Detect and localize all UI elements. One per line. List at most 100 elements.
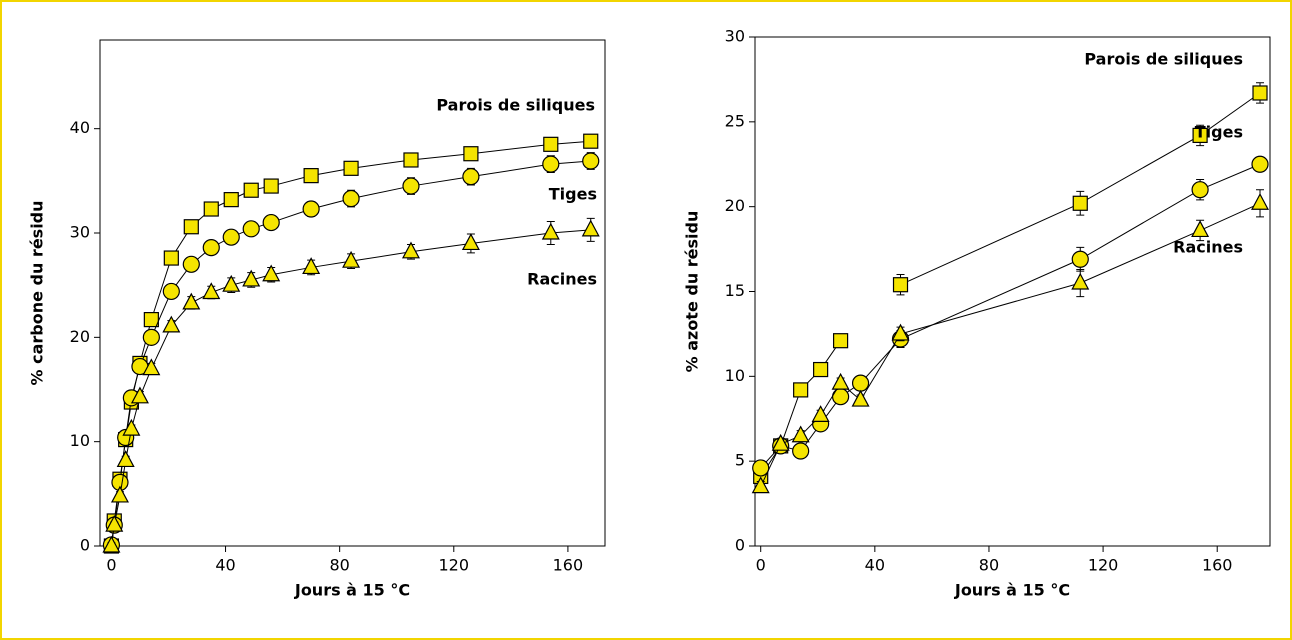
y-tick-label: 30 [70, 223, 90, 242]
marker-square [543, 136, 559, 152]
y-tick-label: 0 [735, 536, 745, 555]
marker-triangle [1191, 220, 1210, 238]
plot-frame [99, 39, 606, 547]
marker-square [1192, 127, 1208, 144]
y-tick-label: 5 [735, 451, 745, 470]
marker-circle [262, 213, 280, 232]
marker-circle [792, 442, 810, 460]
marker-triangle [851, 389, 870, 407]
marker-square [163, 250, 179, 266]
marker-circle [222, 228, 240, 246]
marker-square [463, 146, 479, 162]
legend-label: Tiges [1195, 123, 1243, 142]
marker-triangle [102, 535, 121, 553]
marker-circle [162, 282, 180, 301]
marker-square [343, 160, 359, 176]
marker-square [183, 219, 199, 235]
marker-triangle [110, 485, 129, 503]
marker-triangle [831, 372, 850, 390]
x-tick-label: 40 [215, 556, 235, 575]
y-tick-label: 20 [725, 196, 745, 215]
marker-circle [752, 459, 770, 477]
marker-triangle [242, 269, 261, 287]
marker-triangle [262, 264, 281, 282]
marker-triangle [401, 241, 420, 259]
marker-square [223, 192, 239, 208]
marker-triangle [182, 292, 201, 310]
marker-triangle [581, 219, 600, 237]
marker-circle [202, 239, 220, 257]
y-tick-label: 10 [70, 431, 90, 450]
legend-label: Parois de siliques [1084, 50, 1243, 69]
legend-label: Racines [527, 270, 597, 289]
legend-label: Parois de siliques [436, 96, 595, 115]
marker-triangle [162, 315, 181, 333]
marker-circle [1191, 181, 1209, 199]
marker-square [832, 333, 849, 349]
marker-triangle [791, 425, 810, 443]
x-tick-label: 120 [439, 556, 470, 575]
x-tick-label: 40 [865, 556, 885, 575]
marker-triangle [771, 433, 790, 451]
legend-label: Racines [1173, 238, 1243, 257]
x-tick-label: 120 [1088, 556, 1119, 575]
x-tick-label: 0 [106, 556, 116, 575]
marker-triangle [130, 386, 149, 404]
marker-square [263, 178, 279, 194]
marker-square [303, 168, 319, 184]
x-axis-title: Jours à 15 °C [954, 581, 1070, 600]
marker-square [1252, 85, 1268, 101]
marker-circle [1251, 155, 1269, 173]
marker-triangle [461, 233, 480, 251]
marker-square [1072, 195, 1088, 211]
marker-triangle [142, 358, 161, 376]
marker-triangle [751, 476, 770, 494]
marker-square [143, 312, 159, 328]
marker-circle [1071, 250, 1089, 268]
marker-triangle [116, 450, 135, 468]
x-tick-label: 0 [756, 556, 766, 575]
marker-circle [542, 155, 560, 173]
x-axis-title: Jours à 15 °C [294, 581, 410, 600]
marker-square [403, 152, 419, 168]
marker-circle [831, 388, 850, 406]
marker-circle [462, 168, 480, 186]
marker-square [813, 361, 829, 378]
y-axis-title: % carbone du résidu [28, 200, 47, 385]
marker-circle [402, 177, 420, 195]
marker-square [203, 201, 219, 217]
marker-triangle [1251, 192, 1270, 210]
marker-triangle [811, 405, 830, 422]
y-tick-label: 20 [70, 327, 90, 346]
marker-triangle [342, 250, 361, 268]
marker-square [583, 133, 599, 149]
y-tick-label: 10 [725, 366, 745, 385]
legend-label: Tiges [549, 185, 597, 204]
marker-triangle [302, 257, 321, 275]
x-tick-label: 80 [329, 556, 349, 575]
marker-triangle [105, 514, 124, 532]
marker-triangle [202, 282, 221, 300]
marker-triangle [541, 222, 560, 240]
x-tick-label: 80 [979, 556, 999, 575]
marker-square [892, 277, 909, 293]
marker-circle [182, 255, 200, 273]
y-tick-label: 0 [80, 536, 90, 555]
marker-circle [242, 220, 260, 238]
y-axis-title: % azote du résidu [683, 211, 702, 373]
marker-triangle [1071, 272, 1090, 290]
marker-circle [342, 189, 360, 208]
marker-square [243, 182, 259, 198]
marker-triangle [891, 323, 910, 341]
y-tick-label: 30 [725, 27, 745, 46]
y-tick-label: 25 [725, 111, 745, 130]
series-line [760, 202, 1261, 487]
marker-circle [142, 328, 160, 346]
marker-circle [302, 200, 320, 218]
y-tick-label: 40 [70, 118, 90, 137]
marker-triangle [222, 274, 241, 292]
marker-triangle [122, 418, 141, 436]
marker-circle [851, 374, 870, 392]
